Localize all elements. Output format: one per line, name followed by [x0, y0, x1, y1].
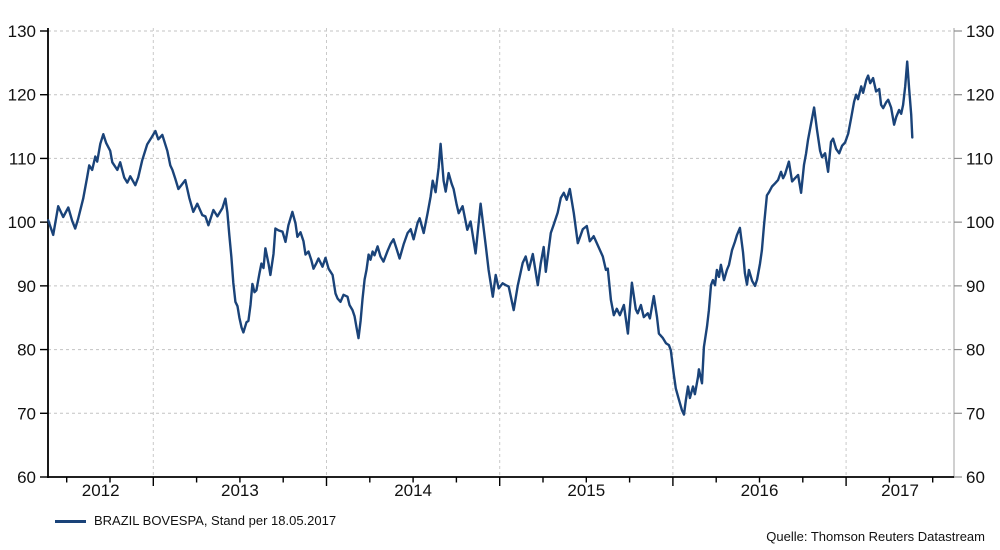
x-axis-year-label: 2014	[394, 481, 432, 500]
y-axis-label-right: 80	[966, 341, 985, 360]
y-axis-label-left: 110	[9, 149, 36, 168]
x-axis-year-label: 2016	[741, 481, 779, 500]
y-axis-label-right: 90	[966, 277, 985, 296]
series-line	[47, 60, 914, 416]
y-axis-label-left: 120	[8, 86, 36, 105]
y-axis-label-right: 100	[966, 213, 994, 232]
y-axis-label-right: 110	[966, 149, 993, 168]
y-axis-label-left: 130	[8, 22, 36, 41]
y-axis-label-left: 100	[8, 213, 36, 232]
legend-label: BRAZIL BOVESPA, Stand per 18.05.2017	[94, 513, 337, 528]
y-axis-label-right: 70	[966, 404, 985, 423]
x-axis-year-label: 2015	[567, 481, 605, 500]
y-axis-label-left: 70	[17, 404, 36, 423]
y-axis-label-right: 120	[966, 86, 994, 105]
source-credit: Quelle: Thomson Reuters Datastream	[766, 529, 985, 544]
y-axis-label-right: 60	[966, 468, 985, 487]
x-axis-year-label: 2013	[221, 481, 259, 500]
legend-line-swatch	[55, 519, 86, 523]
x-axis-year-label: 2012	[82, 481, 120, 500]
y-axis-label-left: 80	[17, 341, 36, 360]
y-axis-label-left: 90	[17, 277, 36, 296]
y-axis-label-right: 130	[966, 22, 994, 41]
x-axis-year-label: 2017	[881, 481, 919, 500]
legend: BRAZIL BOVESPA, Stand per 18.05.2017	[55, 513, 336, 529]
y-axis-label-left: 60	[17, 468, 36, 487]
